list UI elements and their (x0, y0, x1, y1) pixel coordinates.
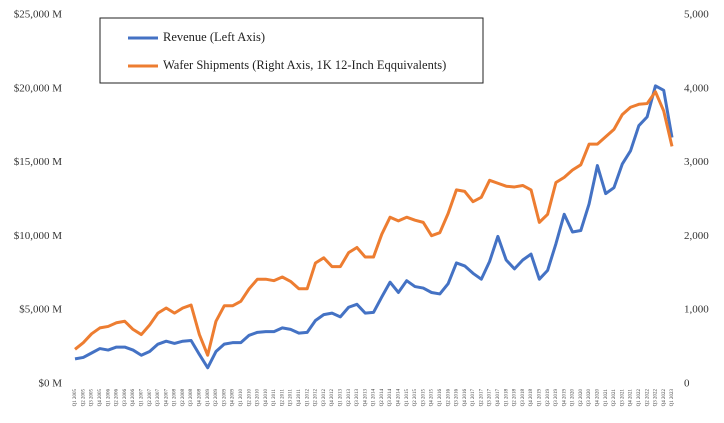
x-tick-label: Q4 2011 (297, 389, 302, 407)
x-tick-label: Q4 2005 (98, 389, 103, 407)
x-tick-label: Q4 2014 (397, 389, 402, 407)
x-tick-label: Q3 2020 (587, 389, 592, 407)
x-tick-label: Q3 2017 (488, 389, 493, 407)
x-tick-label: Q3 2010 (256, 389, 261, 407)
x-tick-label: Q4 2022 (662, 389, 667, 407)
x-tick-label: Q1 2013 (338, 389, 343, 407)
x-tick-label: Q2 2006 (115, 389, 120, 407)
y-tick-label: $10,000 M (14, 230, 63, 242)
x-tick-label: Q2 2020 (579, 389, 584, 407)
x-tick-label: Q1 2020 (571, 389, 576, 407)
x-tick-label: Q1 2015 (405, 389, 410, 407)
x-tick-label: Q1 2014 (372, 389, 377, 407)
legend-label: Wafer Shipments (Right Axis, 1K 12-Inch … (163, 58, 446, 72)
x-tick-label: Q3 2016 (455, 389, 460, 407)
x-tick-label: Q4 2019 (562, 389, 567, 407)
x-tick-label: Q3 2006 (123, 389, 128, 407)
legend-label: Revenue (Left Axis) (163, 30, 265, 44)
x-tick-label: Q2 2015 (413, 389, 418, 407)
x-tick-label: Q3 2009 (222, 389, 227, 407)
x-tick-label: Q2 2016 (446, 389, 451, 407)
x-tick-label: Q1 2017 (471, 389, 476, 407)
x-tick-label: Q1 2011 (272, 389, 277, 407)
x-tick-label: Q1 2012 (305, 389, 310, 407)
x-tick-label: Q2 2022 (645, 389, 650, 407)
x-tick-label: Q2 2014 (380, 389, 385, 407)
x-tick-label: Q4 2018 (529, 389, 534, 407)
x-tick-label: Q4 2012 (330, 389, 335, 407)
x-tick-label: Q4 2010 (264, 389, 269, 407)
x-tick-label: Q3 2015 (421, 389, 426, 407)
x-tick-label: Q1 2009 (206, 389, 211, 407)
x-tick-label: Q3 2021 (620, 389, 625, 407)
y2-tick-label: 5,000 (684, 9, 709, 21)
x-tick-label: Q2 2011 (280, 389, 285, 407)
x-tick-label: Q2 2021 (612, 389, 617, 407)
series-line (74, 84, 674, 370)
x-tick-label: Q4 2013 (363, 389, 368, 407)
x-tick-label: Q4 2015 (430, 389, 435, 407)
x-tick-label: Q2 2005 (81, 389, 86, 407)
x-tick-label: Q3 2022 (654, 389, 659, 407)
y-tick-label: $15,000 M (14, 156, 63, 168)
x-tick-label: Q1 2021 (604, 389, 609, 407)
x-tick-label: Q2 2007 (148, 389, 153, 407)
x-tick-label: Q2 2009 (214, 389, 219, 407)
x-tick-label: Q1 2008 (173, 389, 178, 407)
series-line (74, 90, 674, 357)
y2-tick-label: 0 (684, 378, 690, 390)
x-tick-label: Q3 2013 (355, 389, 360, 407)
x-tick-label: Q2 2012 (314, 389, 319, 407)
x-tick-label: Q1 2018 (504, 389, 509, 407)
x-tick-label: Q4 2020 (596, 389, 601, 407)
y2-tick-label: 2,000 (684, 230, 709, 242)
x-tick-label: Q4 2009 (231, 389, 236, 407)
x-tick-label: Q3 2011 (289, 389, 294, 407)
x-tick-label: Q4 2008 (198, 389, 203, 407)
x-tick-label: Q1 2006 (106, 389, 111, 407)
x-tick-label: Q3 2008 (189, 389, 194, 407)
x-tick-label: Q3 2019 (554, 389, 559, 407)
x-tick-label: Q2 2010 (247, 389, 252, 407)
x-tick-label: Q1 2019 (537, 389, 542, 407)
x-tick-label: Q3 2014 (388, 389, 393, 407)
x-tick-label: Q2 2008 (181, 389, 186, 407)
x-tick-label: Q2 2019 (546, 389, 551, 407)
x-tick-label: Q3 2018 (521, 389, 526, 407)
x-tick-label: Q4 2017 (496, 389, 501, 407)
x-tick-label: Q1 2005 (73, 389, 78, 407)
x-tick-label: Q4 2007 (164, 389, 169, 407)
x-tick-label: Q1 2010 (239, 389, 244, 407)
y2-tick-label: 3,000 (684, 156, 709, 168)
x-tick-label: Q3 2007 (156, 389, 161, 407)
x-tick-label: Q4 2021 (629, 389, 634, 407)
y-tick-label: $20,000 M (14, 82, 63, 94)
x-tick-label: Q2 2013 (347, 389, 352, 407)
x-tick-label: Q1 2007 (139, 389, 144, 407)
x-tick-label: Q4 2016 (463, 389, 468, 407)
x-tick-label: Q1 2023 (670, 389, 675, 407)
x-tick-label: Q1 2022 (637, 389, 642, 407)
x-tick-label: Q2 2017 (479, 389, 484, 407)
x-tick-label: Q3 2005 (90, 389, 95, 407)
y-tick-label: $5,000 M (19, 304, 62, 316)
x-tick-label: Q3 2012 (322, 389, 327, 407)
y2-tick-label: 1,000 (684, 304, 709, 316)
y-tick-label: $0 M (38, 378, 62, 390)
x-tick-label: Q1 2016 (438, 389, 443, 407)
legend-box (99, 17, 484, 84)
y-tick-label: $25,000 M (14, 9, 63, 21)
y2-tick-label: 4,000 (684, 82, 709, 94)
x-tick-label: Q4 2006 (131, 389, 136, 407)
x-tick-label: Q2 2018 (513, 389, 518, 407)
